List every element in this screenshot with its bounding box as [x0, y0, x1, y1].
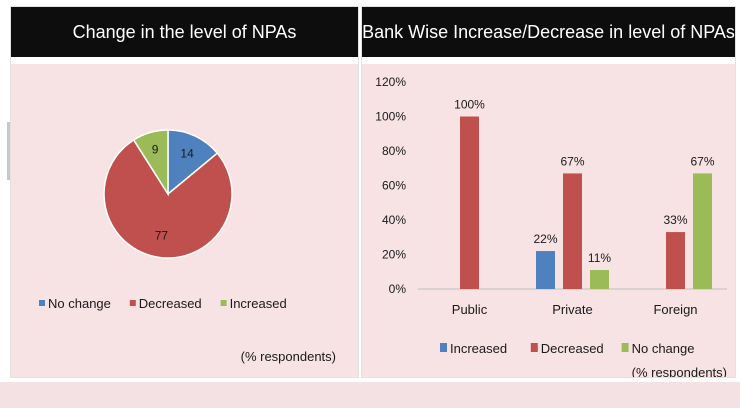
y-tick-label: 80%	[382, 144, 406, 158]
x-tick-label: Private	[552, 302, 592, 317]
legend-swatch-no-change	[39, 300, 45, 306]
bar-label-public-decreased: 100%	[454, 98, 485, 112]
bar-label-private-increased: 22%	[533, 232, 557, 246]
legend-label-decreased: Decreased	[139, 296, 202, 311]
legend-label-increased: Increased	[450, 341, 507, 356]
legend-swatch-increased	[440, 343, 447, 352]
bar-public-decreased	[460, 116, 479, 289]
pie-slice-decreased	[103, 138, 233, 259]
bar-label-foreign-decreased: 33%	[663, 213, 687, 227]
bar-foreign-decreased	[666, 232, 685, 289]
pie-chart-title: Change in the level of NPAs	[11, 7, 358, 57]
x-tick-label: Public	[452, 302, 488, 317]
pie-chart-body: 14 77 9 No change Decreased Increased (% respo…	[11, 64, 358, 377]
y-tick-label: 0%	[389, 282, 407, 296]
pie-slice-increased	[132, 129, 169, 197]
y-tick-label: 20%	[382, 248, 406, 262]
bar-private-decreased	[563, 173, 582, 289]
legend-label-no-change: No change	[48, 296, 111, 311]
bar-private-increased	[536, 251, 555, 289]
legend-label-decreased: Decreased	[541, 341, 604, 356]
legend-swatch-no-change	[621, 343, 629, 352]
bar-chart-body: 0% 20% 40% 60% 80% 100% 120% 100% Public 22% 67% 11…	[362, 64, 735, 377]
pie-chart-panel: Change in the level of NPAs 14 77 9 No chan…	[10, 6, 359, 378]
y-tick-label: 120%	[375, 75, 406, 89]
left-edge-mark	[7, 122, 11, 180]
legend-swatch-decreased	[129, 300, 136, 306]
legend-swatch-decreased	[530, 343, 538, 352]
pie-chart-svg: 14 77 9 No change Decreased Increased (% respo…	[39, 129, 336, 364]
bar-label-private-decreased: 67%	[560, 154, 584, 168]
bar-foreign-no-change	[693, 173, 712, 289]
bar-private-no-change	[590, 270, 609, 289]
page-bottom-band	[0, 382, 740, 408]
pie-label-decreased: 77	[155, 229, 169, 243]
bar-label-foreign-no-change: 67%	[690, 154, 714, 168]
x-tick-label: Foreign	[653, 302, 697, 317]
y-tick-label: 60%	[382, 179, 406, 193]
pie-label-increased: 9	[152, 143, 159, 157]
legend-swatch-increased	[220, 300, 227, 306]
y-tick-label: 100%	[375, 110, 406, 124]
bar-label-private-no-change: 11%	[588, 251, 611, 265]
pie-label-no-change: 14	[180, 146, 194, 160]
bar-chart-panel: Bank Wise Increase/Decrease in level of …	[361, 6, 736, 378]
legend-label-increased: Increased	[230, 296, 287, 311]
bar-chart-title: Bank Wise Increase/Decrease in level of …	[362, 7, 735, 57]
y-tick-label: 40%	[382, 213, 406, 227]
bar-chart-svg: 0% 20% 40% 60% 80% 100% 120% 100% Public 22% 67% 11…	[375, 75, 727, 377]
legend-label-no-change: No change	[632, 341, 695, 356]
pie-slice-no-change	[167, 129, 219, 196]
bar-note: (% respondents)	[632, 365, 727, 377]
pie-note: (% respondents)	[241, 349, 336, 364]
